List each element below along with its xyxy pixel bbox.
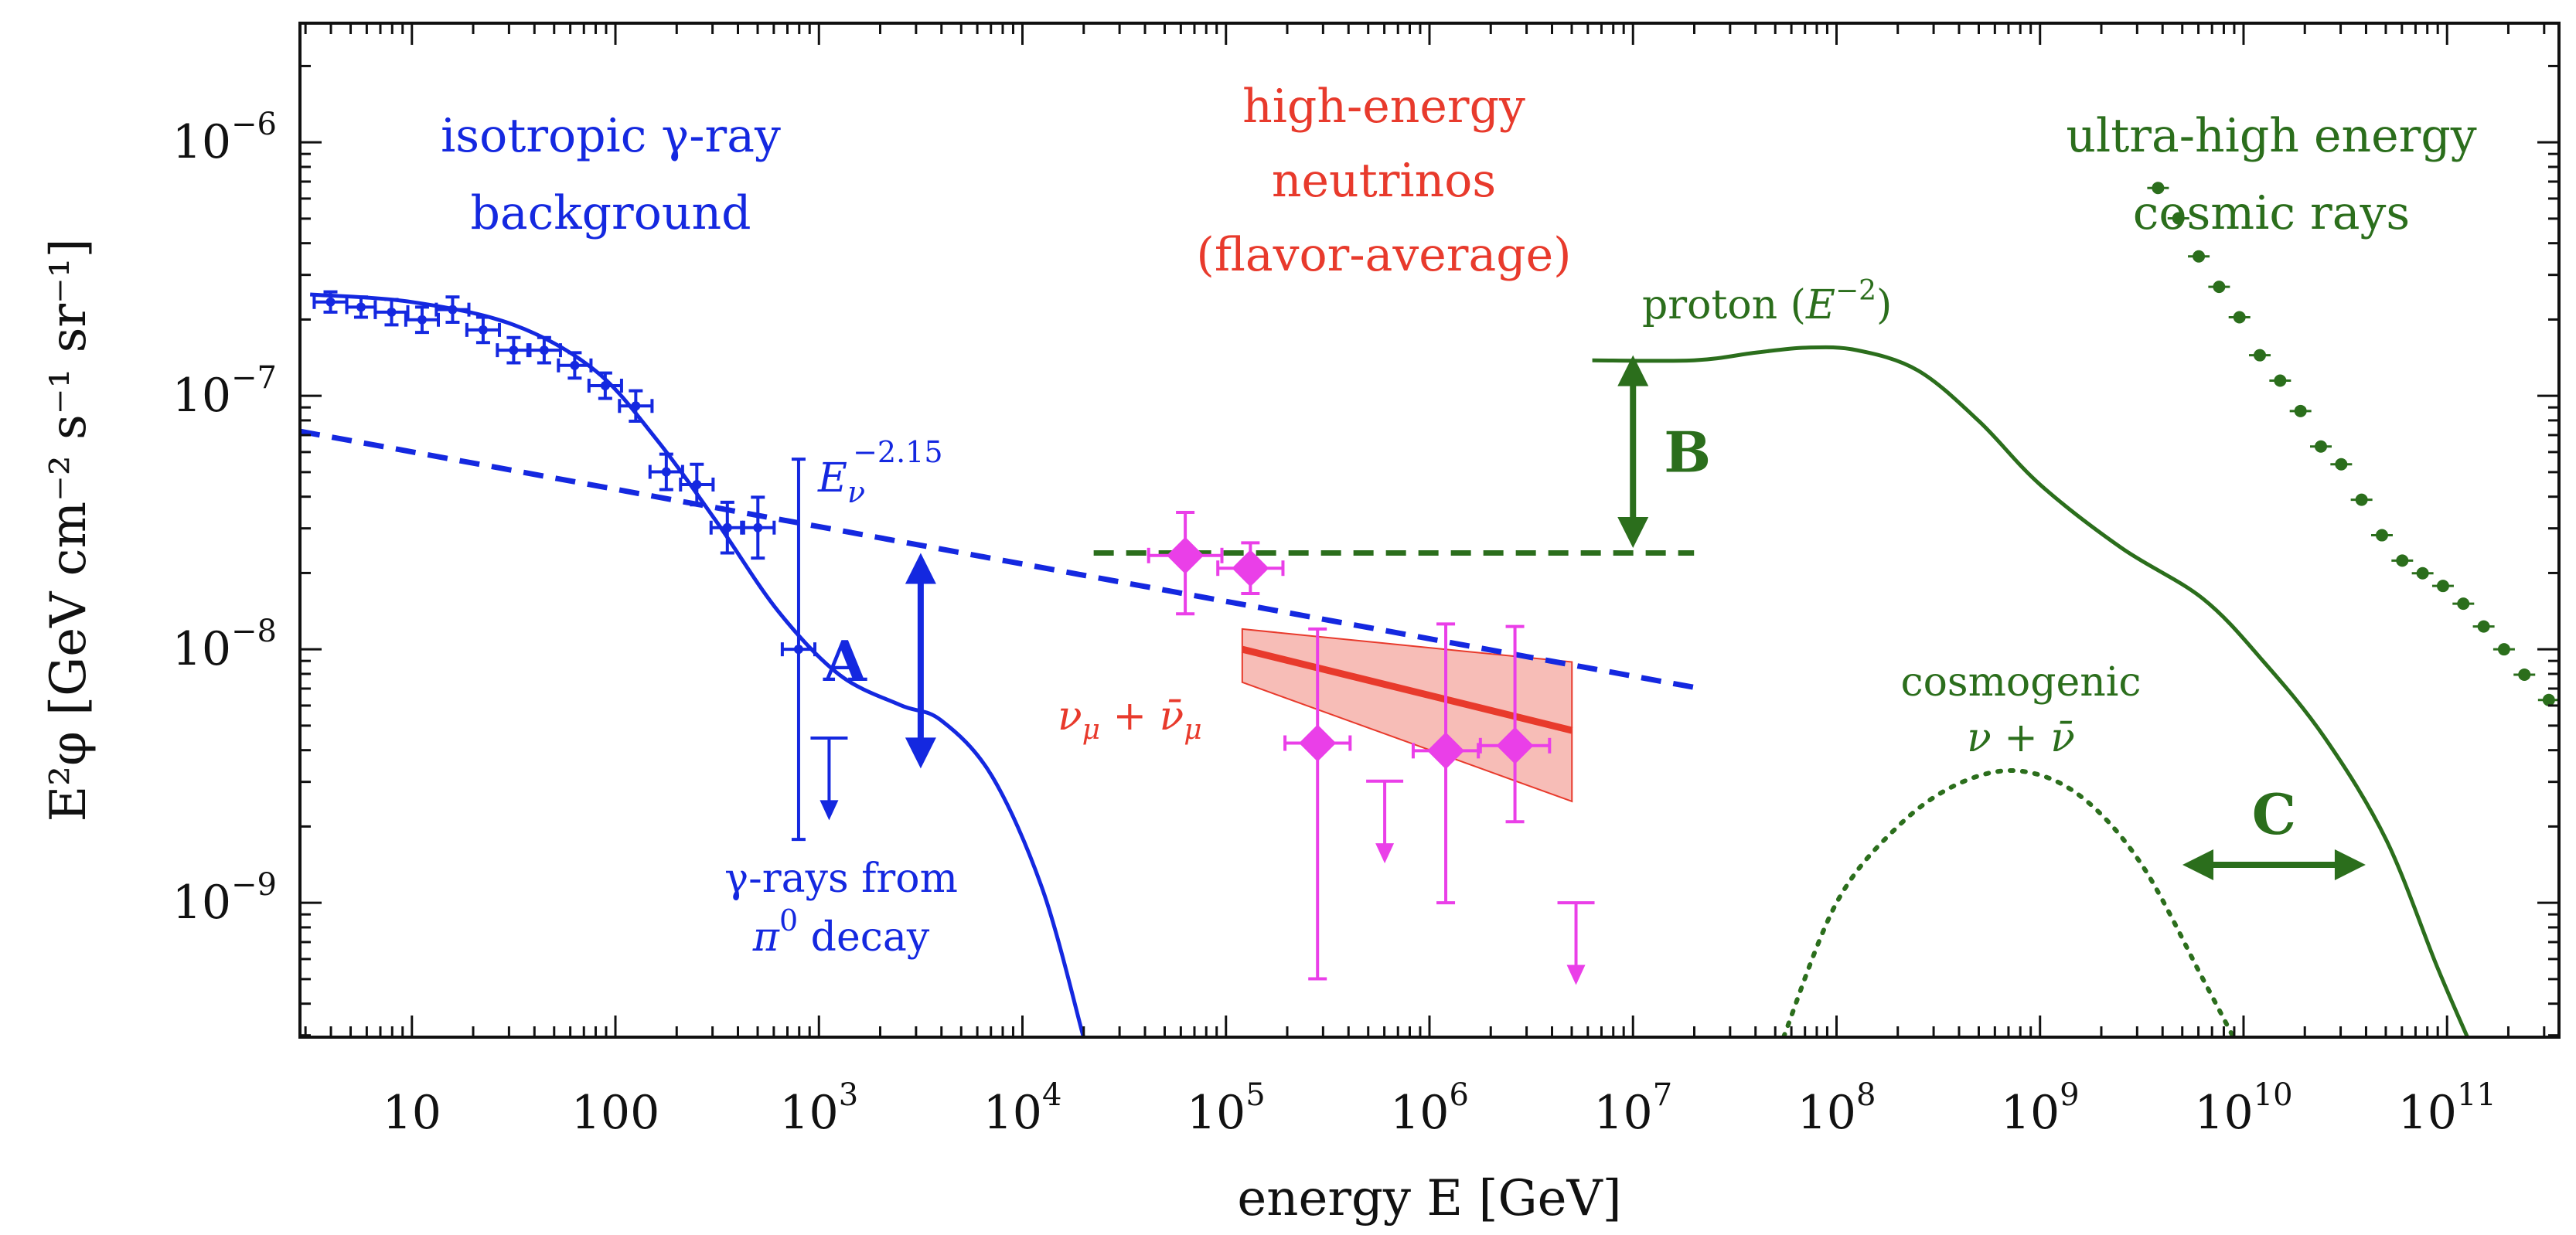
cr-point bbox=[2477, 620, 2490, 633]
cr-title-line-2: cosmic rays bbox=[2133, 186, 2410, 240]
nu-point bbox=[1427, 732, 1465, 770]
gamma-point bbox=[387, 307, 397, 317]
x-tick-label: 105 bbox=[1187, 1077, 1266, 1140]
x-tick-label: 10 bbox=[383, 1086, 441, 1140]
y-tick-label: 10−8 bbox=[172, 614, 277, 676]
gamma-point bbox=[600, 381, 610, 391]
arrow-a-head-top bbox=[905, 553, 936, 584]
nu-upper-limit-arrow bbox=[1375, 843, 1395, 864]
x-tick-label: 109 bbox=[2001, 1077, 2080, 1140]
gamma-point bbox=[356, 302, 366, 312]
gamma-point bbox=[417, 315, 427, 325]
series-line bbox=[1241, 645, 1573, 734]
cr-point bbox=[2542, 693, 2555, 706]
x-tick-label: 103 bbox=[779, 1077, 858, 1140]
gamma-title-line-2: background bbox=[470, 186, 751, 240]
cr-point bbox=[2355, 493, 2368, 506]
x-tick-label: 107 bbox=[1593, 1077, 1672, 1140]
cr-point bbox=[2294, 404, 2307, 417]
arrow-c-head-left bbox=[2182, 849, 2213, 880]
y-tick-label: 10−7 bbox=[172, 360, 277, 423]
cr-point bbox=[2193, 250, 2206, 263]
arrow-a-head-bottom bbox=[905, 737, 936, 769]
x-tick-label: 104 bbox=[983, 1077, 1062, 1140]
numu-label: νμ + ν̄μ bbox=[1058, 693, 1202, 746]
proton-label: proton (E−2) bbox=[1642, 275, 1892, 328]
cr-title-line-1: ultra-high energy bbox=[2066, 109, 2476, 163]
x-tick-label: 106 bbox=[1390, 1077, 1469, 1140]
gamma-point bbox=[539, 345, 549, 356]
nu-title-line-2: neutrinos bbox=[1272, 154, 1496, 208]
cr-point bbox=[2436, 580, 2449, 593]
x-tick-label: 108 bbox=[1797, 1077, 1876, 1140]
arrow-a-label: A bbox=[823, 628, 867, 694]
nu-point bbox=[1167, 536, 1205, 574]
x-tick-label: 1011 bbox=[2398, 1077, 2496, 1140]
x-tick-label: 1010 bbox=[2194, 1077, 2292, 1140]
cr-point bbox=[2518, 668, 2531, 681]
arrow-b-label: B bbox=[1664, 419, 1711, 485]
cr-point bbox=[2375, 529, 2388, 542]
cr-point bbox=[2315, 440, 2328, 453]
gamma-point bbox=[325, 297, 336, 307]
nu-point bbox=[1232, 549, 1269, 587]
y-axis-title: E²φ [GeV cm⁻² s⁻¹ sr⁻¹] bbox=[40, 239, 97, 822]
cosmogenic-label-line-1: cosmogenic bbox=[1900, 659, 2141, 706]
gamma-point bbox=[692, 479, 702, 489]
x-tick-label: 100 bbox=[571, 1086, 660, 1140]
cosmogenic-label-line-2: ν + ν̄ bbox=[1967, 715, 2075, 761]
gamma-point bbox=[478, 325, 488, 335]
series-line bbox=[309, 292, 1085, 1037]
cr-point bbox=[2254, 349, 2267, 362]
pion-label-line-2: π0 decay bbox=[752, 903, 930, 961]
cr-point bbox=[2335, 458, 2348, 471]
cr-point bbox=[2233, 311, 2246, 324]
cr-point bbox=[2416, 566, 2429, 580]
nu-title-line-3: (flavor-average) bbox=[1196, 228, 1571, 282]
cr-point bbox=[2213, 281, 2226, 294]
arrow-c-head-right bbox=[2334, 849, 2366, 880]
gamma-title-line-1: isotropic γ-ray bbox=[441, 109, 781, 163]
cr-point bbox=[2274, 374, 2287, 387]
gamma-point bbox=[661, 467, 671, 477]
gamma-point bbox=[448, 304, 458, 315]
gamma-point bbox=[793, 645, 803, 655]
gamma-upper-limit-arrow bbox=[819, 800, 839, 821]
cr-point bbox=[2457, 597, 2470, 611]
series-line bbox=[1781, 768, 2236, 1037]
cr-point bbox=[2172, 212, 2185, 225]
y-tick-label: 10−9 bbox=[172, 867, 277, 930]
nu-upper-limit-arrow bbox=[1566, 965, 1586, 985]
gamma-point bbox=[509, 345, 519, 356]
y-tick-label: 10−6 bbox=[172, 107, 277, 169]
nu-point bbox=[1299, 724, 1337, 762]
gamma-point bbox=[722, 522, 732, 532]
x-axis-title: energy E [GeV] bbox=[1237, 1170, 1621, 1227]
nu-title-line-1: high-energy bbox=[1242, 80, 1525, 134]
series-line bbox=[1592, 345, 2469, 1037]
arrow-b-head-bottom bbox=[1617, 516, 1649, 548]
arrow-c-label: C bbox=[2252, 781, 2296, 847]
power-law-label: Eν−2.15 bbox=[817, 435, 943, 509]
arrow-b-head-top bbox=[1617, 355, 1649, 386]
series-line bbox=[300, 428, 1695, 690]
gamma-point bbox=[753, 522, 763, 532]
gamma-point bbox=[631, 401, 641, 411]
gamma-point bbox=[570, 360, 580, 370]
cr-point bbox=[2396, 554, 2409, 567]
cr-point bbox=[2497, 643, 2510, 656]
nu-point bbox=[1496, 726, 1534, 764]
cr-point bbox=[2152, 182, 2165, 195]
pion-label-line-1: γ-rays from bbox=[724, 856, 958, 902]
